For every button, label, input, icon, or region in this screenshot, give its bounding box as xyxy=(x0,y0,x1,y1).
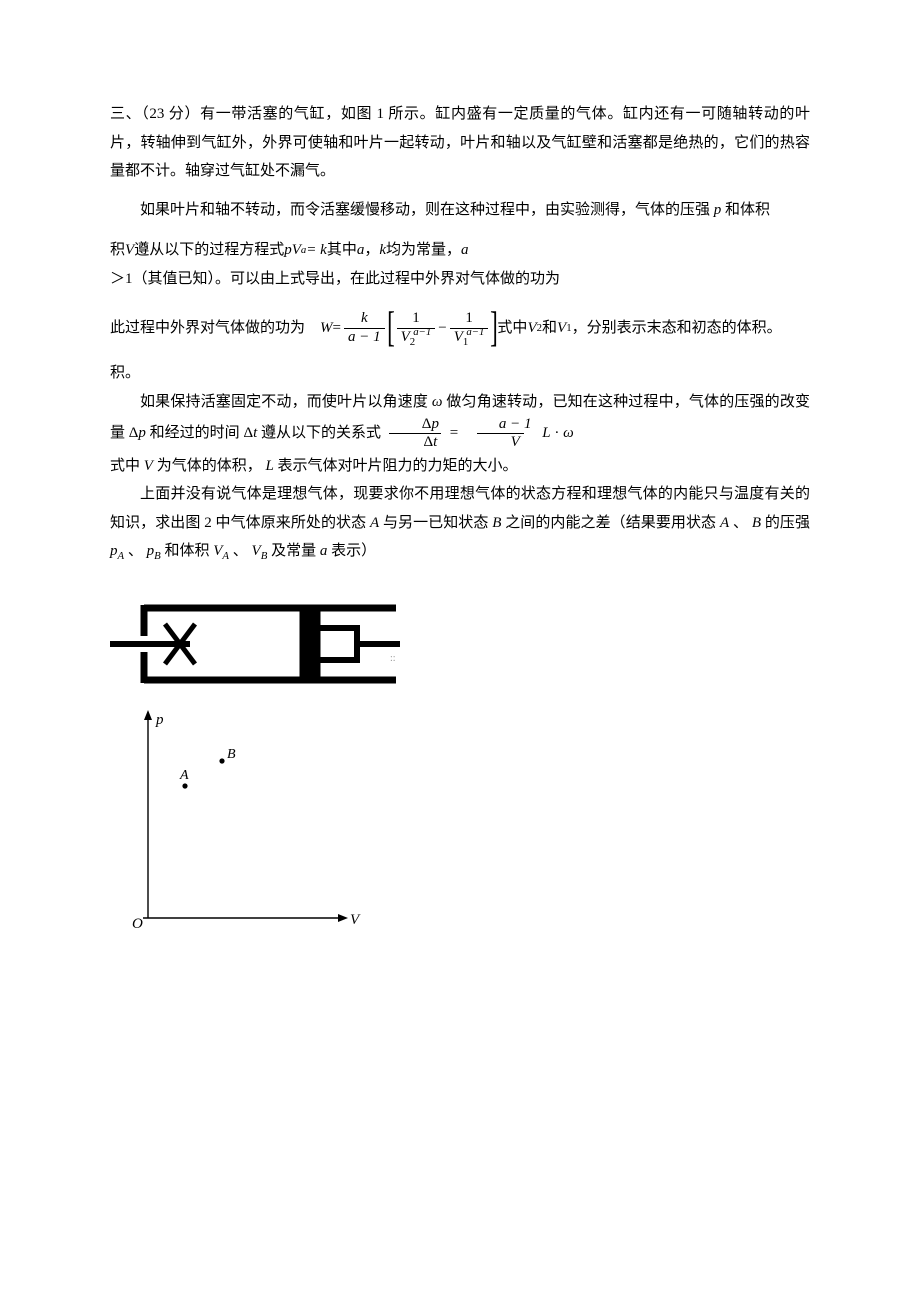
eq1-eq: = k xyxy=(306,236,327,265)
paragraph-2b: 积 V 遵从以下的过程方程式 pVa = k 其中 a ， k 均为常量， a … xyxy=(110,236,810,293)
point-B xyxy=(219,758,224,763)
text: 和体积 xyxy=(164,543,213,559)
text: 表示气体对叶片阻力的力矩的大小。 xyxy=(278,458,518,474)
num: a − 1 xyxy=(465,416,536,433)
sym-L: L xyxy=(542,425,550,441)
text: 的压强 xyxy=(765,515,810,531)
num: Δp xyxy=(388,416,443,433)
text: 与另一已知状态 xyxy=(383,515,492,531)
figure-1-cylinder xyxy=(110,594,400,694)
const-a: a xyxy=(357,236,365,265)
text: 、 xyxy=(733,515,748,531)
sym-W: W xyxy=(320,314,333,343)
rbracket: ] xyxy=(491,309,499,347)
minus: − xyxy=(438,314,446,343)
problem-header: 三、（23 分）有一带活塞的气缸，如图 1 所示。缸内盛有一定质量的气体。缸内还… xyxy=(110,100,810,186)
text: 和 xyxy=(542,314,557,343)
text: ，分别表示末态和初态的体积。 xyxy=(572,314,782,343)
a-final: a xyxy=(320,543,328,559)
text: ， xyxy=(364,236,379,265)
state-B: B xyxy=(492,515,501,531)
eq: = xyxy=(450,425,462,441)
den: V1a−1 xyxy=(450,328,489,346)
sym-omega: ω xyxy=(432,394,443,410)
text: 如果叶片和轴不转动，而令活塞缓慢移动，则在这种过程中，由实验测得，气体的压强 xyxy=(140,202,714,218)
paragraph-5: 上面并没有说气体是理想气体，现要求你不用理想气体的状态方程和理想气体的内能只与温… xyxy=(110,480,810,566)
label-A: A xyxy=(179,768,189,783)
num: 1 xyxy=(408,310,424,327)
frac-1-over-V2: 1 V2a−1 xyxy=(397,310,436,346)
text: 其中 xyxy=(327,236,357,265)
text: 、 xyxy=(233,543,248,559)
paragraph-4: 式中 V 为气体的体积， L 表示气体对叶片阻力的力矩的大小。 xyxy=(110,452,810,481)
den: V2a−1 xyxy=(397,328,436,346)
label-B: B xyxy=(227,747,236,762)
origin-label: O xyxy=(132,916,143,932)
sym-dt: Δ xyxy=(243,425,253,441)
sym-p: p xyxy=(714,202,722,218)
work-formula-row: 此过程中外界对气体做的功为 W = k a − 1 [ 1 V2a−1 − 1 … xyxy=(110,309,810,347)
text: 和经过的时间 xyxy=(150,425,240,441)
sym-V: V xyxy=(144,458,153,474)
B2: B xyxy=(752,515,761,531)
paragraph-2a: 如果叶片和轴不转动，而令活塞缓慢移动，则在这种过程中，由实验测得，气体的压强 p… xyxy=(110,196,810,225)
page-marker-icon: :: xyxy=(390,649,396,668)
point-A xyxy=(182,783,187,788)
sym-V1: V xyxy=(557,314,566,343)
text: 之间的内能之差（结果要用状态 xyxy=(505,515,720,531)
text: 式中 xyxy=(497,314,527,343)
num: k xyxy=(357,310,372,327)
VB: V xyxy=(252,543,261,559)
text: 如果保持活塞固定不动，而使叶片以角速度 xyxy=(140,394,432,410)
text: 及常量 xyxy=(271,543,320,559)
text: 为气体的体积， xyxy=(157,458,262,474)
sym-V2: V xyxy=(527,314,536,343)
text: 式中 xyxy=(110,458,144,474)
eq: = xyxy=(333,314,341,343)
state-A: A xyxy=(370,515,379,531)
text-ji: 积。 xyxy=(110,359,810,388)
frac-a1-V: a − 1 V xyxy=(465,416,536,452)
text: 、 xyxy=(128,543,143,559)
sym-L2: L xyxy=(265,458,273,474)
text: 此过程中外界对气体做的功为 xyxy=(110,314,320,343)
text: 均为常量， xyxy=(386,236,461,265)
lbracket: [ xyxy=(387,309,395,347)
num: 1 xyxy=(461,310,477,327)
text: 和体积 xyxy=(725,202,770,218)
sym-omega2: ω xyxy=(563,425,574,441)
sym-V: V xyxy=(125,236,134,265)
a-gt1: a xyxy=(461,236,469,265)
den: V xyxy=(477,433,524,451)
dot: · xyxy=(554,425,563,441)
const-k: k xyxy=(379,236,386,265)
axis-label-V: V xyxy=(350,912,361,928)
den: Δt xyxy=(389,433,441,451)
eq1-lhs: pV xyxy=(284,236,301,265)
pA: p xyxy=(110,543,118,559)
A2: A xyxy=(720,515,729,531)
text: 表示） xyxy=(331,543,376,559)
frac-k-over-a-1: k a − 1 xyxy=(344,310,385,346)
figure-2-pv-diagram: p V O A B xyxy=(110,706,370,941)
sym-dp: Δ xyxy=(129,425,139,441)
text: 积 xyxy=(110,236,125,265)
pB: p xyxy=(147,543,155,559)
axis-label-p: p xyxy=(155,712,164,728)
den: a − 1 xyxy=(344,328,385,346)
frac-dp-dt: Δp Δt xyxy=(388,416,443,452)
paragraph-3: 如果保持活塞固定不动，而使叶片以角速度 ω 做匀角速转动，已知在这种过程中，气体… xyxy=(110,388,810,452)
text: ＞1（其值已知）。可以由上式导出，在此过程中外界对气体做的功为 xyxy=(110,265,560,294)
text: 遵从以下的过程方程式 xyxy=(134,236,284,265)
frac-1-over-V1: 1 V1a−1 xyxy=(450,310,489,346)
text: 遵从以下的关系式 xyxy=(261,425,385,441)
